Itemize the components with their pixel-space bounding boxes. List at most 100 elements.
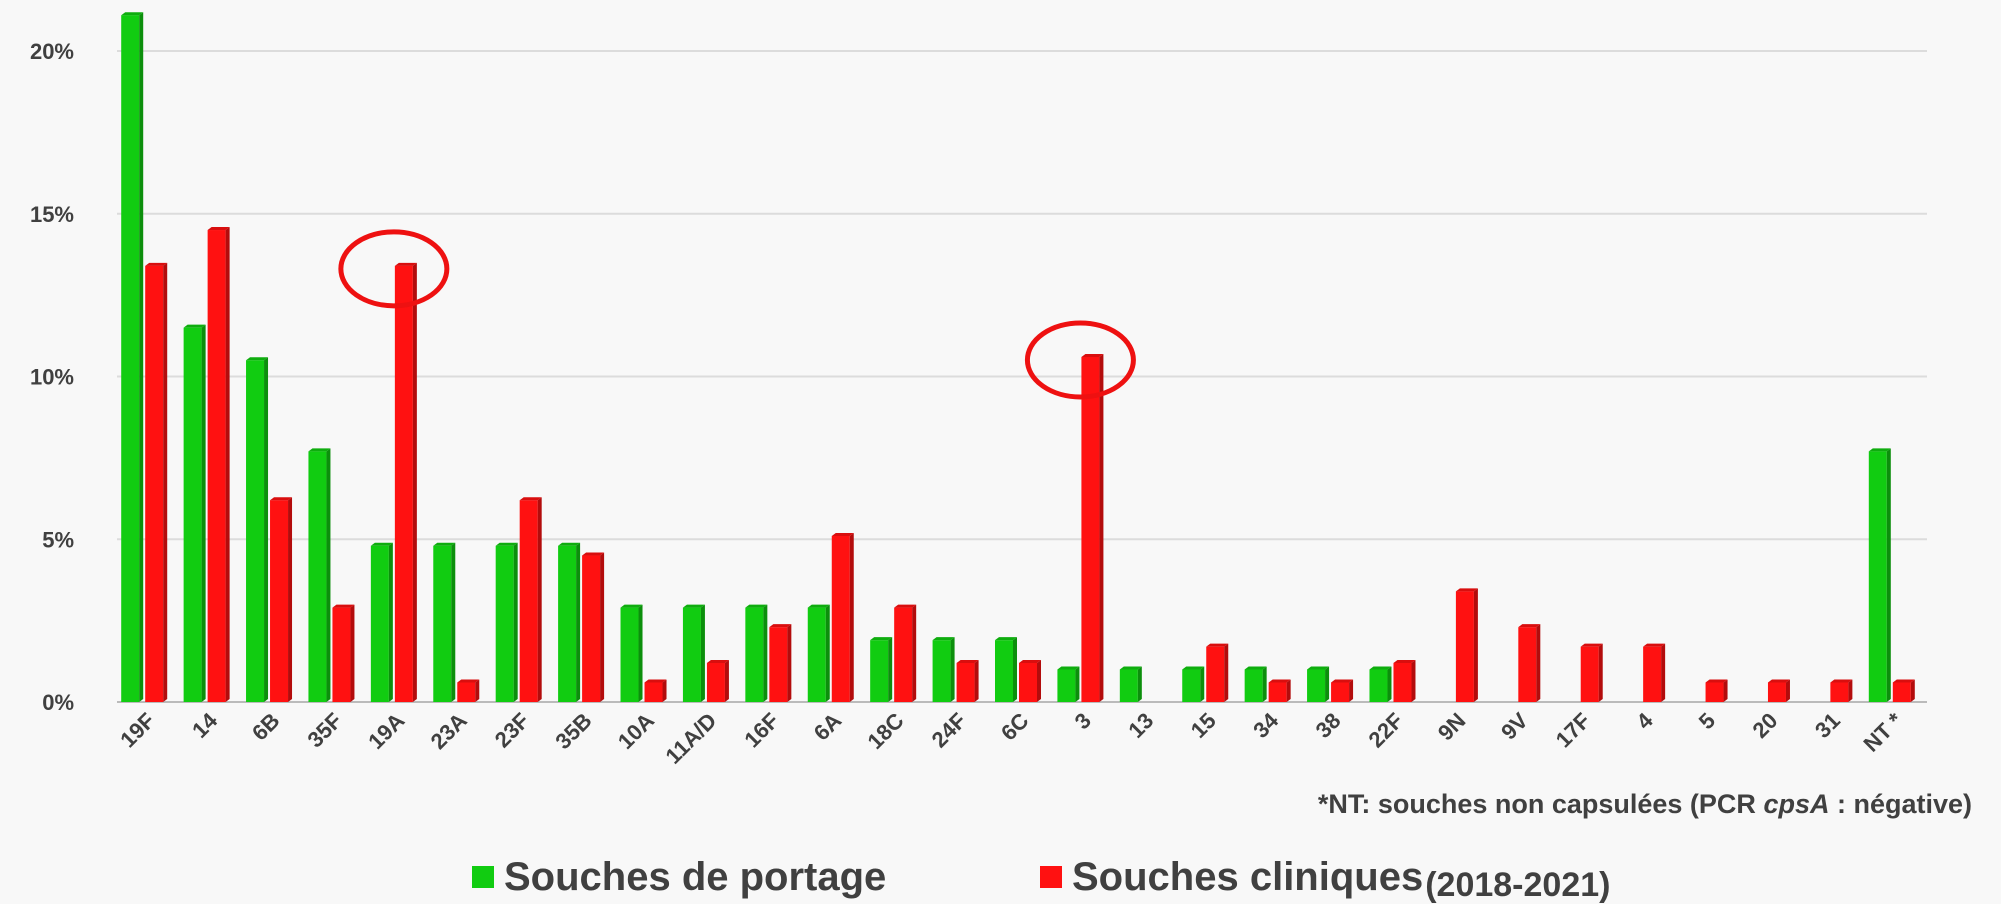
bar [1830,682,1849,702]
bar-top [894,604,917,608]
bar-side [412,262,417,702]
bar-top [682,604,705,608]
bar-top [995,637,1017,641]
bar [1455,591,1474,702]
bar-side [288,497,293,702]
bar-top [582,552,605,556]
bar-top [1057,666,1080,670]
bar [1393,662,1412,702]
bar-side [1473,588,1478,702]
bar [745,607,764,702]
bar-side [576,542,581,702]
bar [1182,669,1201,702]
bar-side [264,357,269,702]
bar-top [807,604,830,608]
bar [207,230,226,702]
bar-top [1868,448,1891,452]
bar [519,500,538,702]
bar-top [332,604,355,608]
y-tick-label: 15% [30,202,74,227]
bar-side [513,542,518,702]
bar [1268,682,1287,702]
bar [183,327,202,702]
bar-side [1325,666,1330,702]
bar-side [912,604,917,702]
footnote: *NT: souches non capsulées (PCR cpsA : n… [1318,789,1972,819]
bar-side [1411,659,1416,702]
bar-side [1099,353,1104,702]
bar [1019,662,1037,702]
bar-top [831,532,854,536]
grid [117,50,1927,703]
bar [370,545,389,702]
bar-top [932,637,955,641]
bar [1331,682,1350,702]
bar-side [825,604,830,702]
highlight-circle [1024,320,1136,400]
bar-side [225,227,230,702]
bar-top [1705,679,1728,683]
bar-top [1393,659,1416,663]
bar [706,662,725,702]
bar-side [537,497,542,702]
bar-top [394,262,417,266]
bar-top [121,12,144,16]
bar [1767,682,1786,702]
bar [582,555,601,702]
footnote-part: : négative) [1829,789,1972,819]
bar-side [1037,659,1041,702]
bar-side [1661,643,1666,702]
bar-top [1643,643,1666,647]
bar-top [457,679,480,683]
bar [121,15,140,702]
bar-side [475,679,480,702]
bar-side [1200,666,1205,702]
bar-top [745,604,768,608]
bar [1119,669,1138,702]
bar [995,640,1013,702]
bar-side [1224,643,1229,702]
bar-side [1785,679,1790,702]
bar-side [201,324,206,702]
bar-side [974,659,979,702]
bar [870,640,889,702]
bar-top [308,448,331,452]
bar-top [870,637,893,641]
legend-swatch [1040,866,1062,888]
bar-side [1886,448,1891,702]
bar [246,360,265,702]
bar-side [1536,624,1541,702]
bar [308,451,327,702]
bar-side [724,659,729,702]
bar-top [145,262,168,266]
bar-side [662,679,667,702]
highlight-circle [338,229,450,309]
bar [1705,682,1724,702]
bar-side [763,604,768,702]
bar-top [519,497,542,501]
bar [1518,627,1537,702]
y-tick-label: 20% [30,39,74,64]
legend-label: Souches de portage [504,855,886,899]
legend-swatch [472,866,494,888]
footnote-part: *NT: souches non capsulées (PCR [1318,789,1764,819]
footnote-part: cpsA [1763,789,1829,819]
bar-top [706,659,729,663]
bar [457,682,476,702]
bar-side [139,12,144,702]
bar-top [1081,353,1104,357]
bar [1244,669,1263,702]
bar-top [1892,679,1915,683]
bar [558,545,577,702]
bar [145,265,164,702]
bar-side [888,637,893,702]
bar-top [1307,666,1330,670]
legend: Souches de portage Souches cliniques (2018… [472,855,1610,904]
bar-top [769,624,792,628]
bar [831,535,850,702]
bar-side [950,637,955,702]
bar-top [433,542,456,546]
y-tick-label: 0% [42,690,74,715]
y-tick-label: 10% [30,365,74,390]
